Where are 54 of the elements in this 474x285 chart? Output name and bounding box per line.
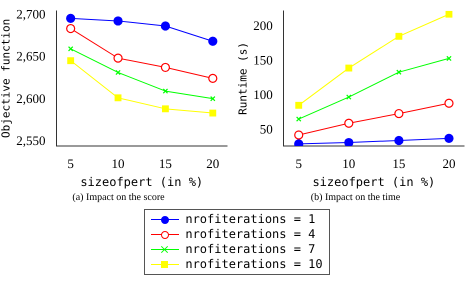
x-axis-title: sizeofpert (in %) (312, 174, 436, 189)
point (446, 10, 452, 18)
y-tick-label: 50 (260, 122, 273, 137)
point (394, 136, 404, 146)
point (394, 108, 404, 118)
y-tick-label: 2,700 (16, 6, 46, 22)
point (115, 70, 121, 76)
x-axis-title: sizeofpert (in %) (80, 174, 204, 189)
point (162, 88, 168, 94)
point (162, 105, 169, 112)
point (114, 94, 122, 102)
y-tick-label: 2,650 (16, 48, 46, 64)
legend-label: nrofiterations = 7 (185, 242, 316, 257)
text: (b) Impact on the time (310, 192, 402, 203)
point (396, 69, 402, 75)
point (67, 57, 74, 64)
point (294, 139, 304, 146)
y-axis-title: Objective function (0, 18, 12, 138)
point (344, 118, 354, 128)
legend-label: nrofiterations = 4 (185, 227, 316, 242)
x-tick-label: 5 (295, 156, 302, 172)
point (208, 36, 218, 46)
legend-label: nrofiterations = 10 (185, 257, 323, 272)
point (66, 24, 76, 34)
x-tick-label: 20 (206, 156, 220, 172)
y-tick-label: 100 (253, 87, 273, 102)
x-tick-label: 15 (392, 156, 406, 172)
y-tick-label: 200 (253, 18, 273, 34)
x-tick-label: 10 (342, 156, 356, 172)
point (209, 110, 216, 116)
x-tick-label: 20 (442, 156, 456, 172)
point (113, 54, 123, 63)
x-tick-label: 10 (112, 156, 125, 172)
point (346, 94, 352, 100)
y-tick-label: 150 (253, 52, 273, 68)
point (395, 32, 402, 40)
point (208, 74, 218, 83)
point (345, 64, 352, 72)
point (113, 16, 123, 26)
point (295, 102, 302, 109)
y-tick-label: 2,550 (16, 133, 46, 148)
x-tick-label: 5 (67, 156, 74, 172)
point (294, 130, 304, 140)
y-axis-title: Runtime (s) (236, 42, 250, 115)
legend-label: nrofiterations = 1 (185, 212, 316, 227)
point (444, 134, 454, 144)
point (160, 62, 170, 72)
point (444, 98, 454, 108)
point (160, 21, 170, 31)
point (66, 14, 76, 24)
text: (a) Impact on the score (71, 192, 166, 203)
y-tick-label: 2,600 (16, 90, 46, 106)
x-tick-label: 15 (158, 156, 172, 172)
point (344, 138, 354, 146)
